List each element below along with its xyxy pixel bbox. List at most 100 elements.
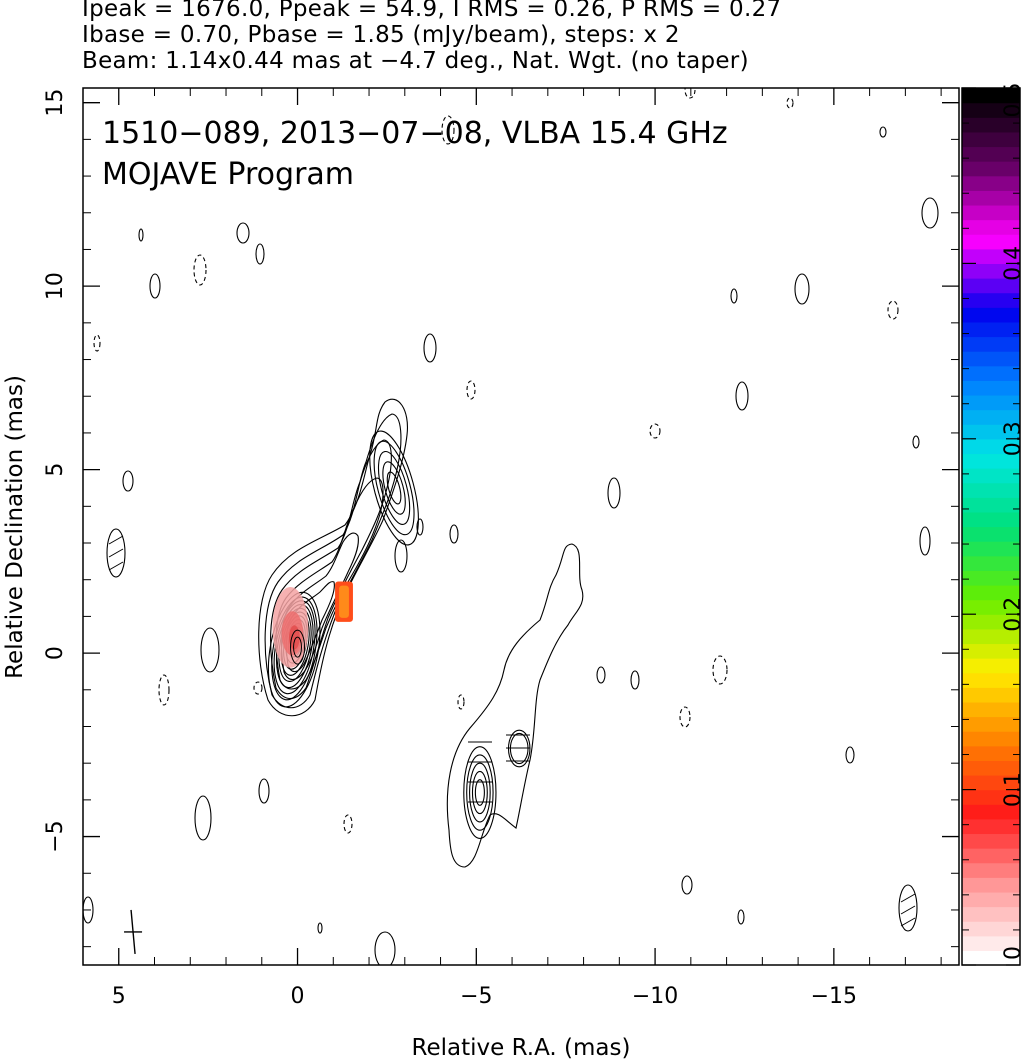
plot-frame xyxy=(82,87,960,966)
colorbar-swatch xyxy=(962,117,1020,133)
colorbar-swatch xyxy=(962,935,1020,951)
noise-contour xyxy=(735,381,749,411)
header-line-peaks: Ipeak = 1676.0, Ppeak = 54.9, I RMS = 0.… xyxy=(82,0,782,22)
colorbar-swatch xyxy=(962,468,1020,484)
noise-contour xyxy=(423,333,437,363)
noise-contour xyxy=(255,243,265,265)
noise-contour xyxy=(607,477,621,509)
colorbar-swatch xyxy=(962,950,1020,966)
colorbar-swatch xyxy=(962,497,1020,513)
jet-knot-contour xyxy=(386,471,402,505)
jet-knot-contour xyxy=(377,450,411,525)
colorbar-swatch xyxy=(962,848,1020,864)
header-line-base: Ibase = 0.70, Pbase = 1.85 (mJy/beam), s… xyxy=(82,22,680,48)
colorbar-swatch xyxy=(962,906,1020,922)
negative-noise-contour xyxy=(684,88,696,99)
polarization-vector xyxy=(900,905,916,915)
y-tick-label: 15 xyxy=(43,89,68,117)
colorbar-swatch xyxy=(962,102,1020,118)
colorbar-swatch xyxy=(962,409,1020,425)
colorbar-swatch xyxy=(962,599,1020,615)
jet-knot-contour xyxy=(509,732,529,765)
core-contour xyxy=(271,596,318,701)
noise-contour xyxy=(194,795,212,841)
colorbar-swatch xyxy=(962,204,1020,221)
colorbar-swatch xyxy=(962,877,1020,893)
noise-contour xyxy=(416,518,424,536)
plot-header: Ipeak = 1676.0, Ppeak = 54.9, I RMS = 0.… xyxy=(82,0,982,74)
jet-knot-contour xyxy=(369,430,419,546)
x-tick-label: −10 xyxy=(632,984,678,1009)
colorbar-swatch xyxy=(962,570,1020,586)
colorbar-swatch xyxy=(962,862,1020,878)
y-tick-label: 0 xyxy=(43,646,68,660)
colorbar-swatch xyxy=(962,234,1020,250)
negative-noise-contour xyxy=(441,115,455,145)
source-title: 1510−089, 2013−07−08, VLBA 15.4 GHz xyxy=(102,116,728,151)
colorbar-swatch xyxy=(962,131,1020,148)
colorbar-swatch xyxy=(962,701,1020,718)
colorbar-tick-label: 0.2 xyxy=(1001,597,1022,632)
colorbar-tick-label: 0.1 xyxy=(1001,772,1022,807)
jet-contour xyxy=(264,413,402,709)
colorbar-swatch xyxy=(962,833,1020,849)
colorbar-swatch xyxy=(962,248,1020,264)
noise-contour xyxy=(236,222,250,244)
axis-ticks: 5 0 −5 −10 −15 15 10 5 0 −5 xyxy=(43,88,959,1009)
jet-knot-contour xyxy=(471,770,488,815)
y-tick-label: 5 xyxy=(43,463,68,477)
colorbar-swatch xyxy=(962,891,1020,908)
noise-contour xyxy=(83,896,94,924)
colorbar-swatch xyxy=(962,292,1020,308)
colorbar-swatch xyxy=(962,482,1020,498)
colorbar-swatch xyxy=(962,161,1020,177)
noise-contour xyxy=(730,288,738,304)
jet-knot-contour xyxy=(469,762,491,823)
negative-noise-contour xyxy=(712,655,728,685)
core-contour xyxy=(290,629,306,665)
negative-noise-contour xyxy=(887,300,899,320)
noise-contour xyxy=(317,922,323,934)
colorbar-swatch xyxy=(962,351,1020,367)
program-label: MOJAVE Program xyxy=(102,157,354,192)
noise-contour xyxy=(921,197,939,229)
x-axis-title: Relative R.A. (mas) xyxy=(412,1035,631,1061)
colorbar-swatch xyxy=(962,584,1020,601)
noise-contour xyxy=(879,126,887,138)
colorbar-swatch xyxy=(962,658,1020,674)
colorbar-tick-label: 0.3 xyxy=(1001,421,1022,456)
polarization-vector xyxy=(900,893,916,903)
negative-noise-contour xyxy=(158,674,170,706)
polarization-vector xyxy=(900,917,916,927)
colorbar-swatch xyxy=(962,716,1020,732)
colorbar-swatch xyxy=(962,804,1020,820)
polarization-vector xyxy=(108,535,124,545)
colorbar-swatch xyxy=(962,687,1020,703)
noise-contour xyxy=(149,273,161,299)
fractional-pol-patch xyxy=(339,585,349,618)
jet-knot-contour xyxy=(466,754,494,831)
noise-contour xyxy=(845,746,855,764)
x-tick-label: −15 xyxy=(811,984,857,1009)
noise-contour xyxy=(449,524,459,544)
jet-contour xyxy=(275,477,384,690)
polarization-vector xyxy=(108,561,124,571)
colorbar-swatch xyxy=(962,219,1020,235)
negative-noise-contour xyxy=(93,334,101,352)
colorbar-swatch xyxy=(962,818,1020,835)
colorbar-swatch xyxy=(962,394,1020,411)
negative-noise-contour xyxy=(649,423,661,439)
colorbar-swatch xyxy=(962,380,1020,396)
colorbar-swatch xyxy=(962,614,1020,630)
noise-contour xyxy=(394,539,408,573)
colorbar-swatch xyxy=(962,278,1020,294)
colorbar-tick-label: 0.5 xyxy=(1001,83,1022,118)
colorbar-swatch xyxy=(962,453,1020,469)
noise-contour xyxy=(912,435,920,449)
colorbar: 0 0.1 0.2 0.3 0.4 0.5 xyxy=(961,83,1022,966)
header-line-beam: Beam: 1.14x0.44 mas at −4.7 deg., Nat. W… xyxy=(82,48,749,74)
colorbar-swatch xyxy=(962,88,1020,104)
jet-knot-contour xyxy=(474,779,485,806)
y-axis-title: Relative Declination (mas) xyxy=(2,375,28,679)
colorbar-swatch xyxy=(962,789,1020,805)
